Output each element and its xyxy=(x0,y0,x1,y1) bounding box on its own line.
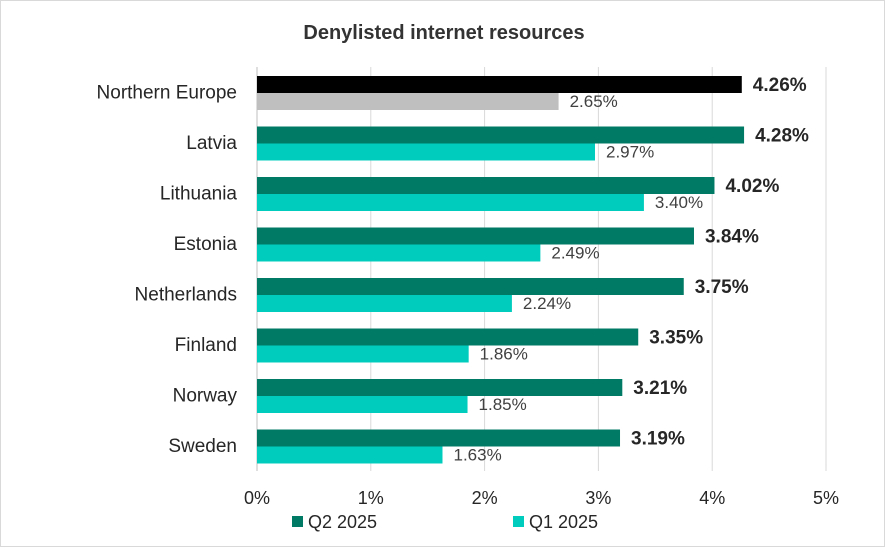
legend-swatch-q1 xyxy=(513,516,524,527)
category-label: Finland xyxy=(175,335,237,356)
bar-q2 xyxy=(257,328,639,346)
x-tick-label: 2% xyxy=(472,488,498,508)
bar-q2 xyxy=(257,278,684,295)
category-label: Norway xyxy=(173,385,238,406)
bar-q1 xyxy=(257,295,512,312)
data-label-q2: 3.75% xyxy=(695,277,749,298)
bar-q1 xyxy=(257,93,559,110)
data-label-q1: 2.24% xyxy=(523,294,571,313)
bar-q1 xyxy=(257,194,644,211)
legend-label-q2: Q2 2025 xyxy=(308,512,377,532)
data-label-q1: 2.49% xyxy=(551,244,599,263)
data-label-q2: 4.02% xyxy=(725,176,779,197)
data-label-q2: 3.35% xyxy=(649,328,703,349)
x-tick-label: 5% xyxy=(813,488,839,508)
legend-swatch-q2 xyxy=(292,516,303,527)
data-label-q1: 2.65% xyxy=(570,92,618,111)
category-label: Lithuania xyxy=(160,183,238,204)
chart-title: Denylisted internet resources xyxy=(303,22,584,44)
bar-q1 xyxy=(257,244,541,262)
bar-q2 xyxy=(257,126,745,144)
data-label-q1: 1.85% xyxy=(479,395,527,414)
data-label-q1: 1.63% xyxy=(453,446,501,465)
category-label: Estonia xyxy=(174,234,238,255)
bars xyxy=(257,76,745,464)
data-label-q2: 4.28% xyxy=(755,126,809,147)
category-label: Northern Europe xyxy=(97,82,237,103)
legend-label-q1: Q1 2025 xyxy=(529,512,598,532)
data-label-q1: 1.86% xyxy=(480,345,528,364)
x-tick-label: 4% xyxy=(699,488,725,508)
category-label: Netherlands xyxy=(135,284,237,305)
x-tick-labels: 0% 1% 2% 3% 4% 5% xyxy=(244,488,839,508)
data-label-q2: 4.26% xyxy=(753,75,807,96)
data-label-q1: 3.40% xyxy=(655,193,703,212)
bar-q1 xyxy=(257,143,595,161)
x-tick-label: 3% xyxy=(585,488,611,508)
bar-q1 xyxy=(257,396,468,413)
data-label-q2: 3.84% xyxy=(705,227,759,248)
x-tick-label: 0% xyxy=(244,488,270,508)
category-labels: Northern Europe Latvia Lithuania Estonia Net… xyxy=(97,82,238,457)
bar-q2 xyxy=(257,76,742,93)
bar-q2 xyxy=(257,429,621,447)
x-tick-label: 1% xyxy=(358,488,384,508)
category-label: Latvia xyxy=(186,133,237,154)
bar-q2 xyxy=(257,379,623,396)
data-label-q2: 3.21% xyxy=(633,378,687,399)
legend: Q2 2025 Q1 2025 xyxy=(292,512,598,532)
bar-q1 xyxy=(257,446,443,464)
bar-labels: 4.26% 2.65% 4.28% 2.97% 4.02% 3.40%3.84% 2.49%… xyxy=(453,75,809,465)
bar-q2 xyxy=(257,177,715,194)
bar-q1 xyxy=(257,345,469,363)
bar-q2 xyxy=(257,227,694,245)
data-label-q1: 2.97% xyxy=(606,143,654,162)
category-label: Sweden xyxy=(168,436,237,457)
data-label-q2: 3.19% xyxy=(631,429,685,450)
